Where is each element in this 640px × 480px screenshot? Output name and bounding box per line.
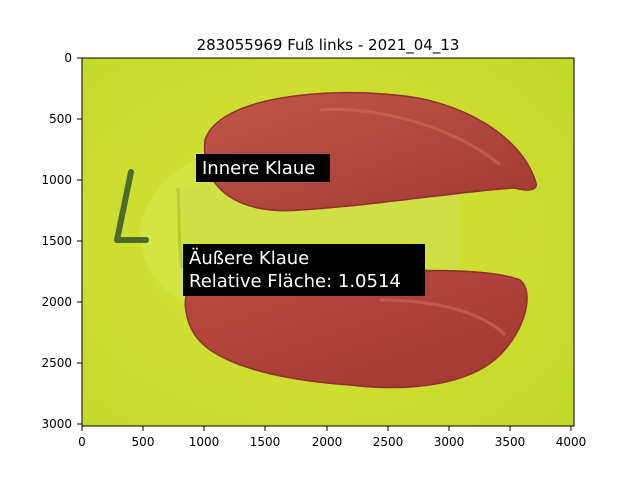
annotation-outer-area: Relative Fläche: 1.0514	[189, 271, 401, 292]
annotation-outer-claw: Äußere Klaue Relative Fläche: 1.0514	[183, 244, 425, 296]
y-tick-label: 3000	[41, 417, 72, 431]
annotation-inner-label: Innere Klaue	[202, 158, 315, 179]
x-tick-label: 3000	[434, 435, 465, 449]
x-tick-label: 2500	[373, 435, 404, 449]
y-tick-label: 500	[49, 112, 72, 126]
figure-title: 283055969 Fuß links - 2021_04_13	[197, 36, 460, 55]
pad-seam	[176, 187, 184, 269]
stick-mark	[114, 169, 149, 243]
y-tick-label: 1000	[41, 173, 72, 187]
x-tick-label: 1500	[250, 435, 281, 449]
x-tick-label: 0	[78, 435, 86, 449]
axes-frame	[81, 57, 575, 427]
y-tick-label: 2000	[41, 295, 72, 309]
outer-claw-highlight	[379, 298, 507, 337]
x-axis: 0 500 1000 1500 2000 2500 3000 3500 4000	[78, 426, 586, 449]
y-tick-label: 0	[64, 51, 72, 65]
x-tick-label: 2000	[312, 435, 343, 449]
x-tick-label: 1000	[189, 435, 220, 449]
annotation-inner-claw: Innere Klaue	[196, 154, 330, 182]
x-tick-label: 4000	[556, 435, 587, 449]
x-tick-label: 3500	[495, 435, 526, 449]
photo	[82, 58, 574, 426]
y-tick-label: 2500	[41, 356, 72, 370]
x-tick-label: 500	[132, 435, 155, 449]
annotation-outer-label: Äußere Klaue	[189, 248, 309, 269]
y-tick-label: 1500	[41, 234, 72, 248]
y-axis: 0 500 1000 1500 2000 2500 3000	[41, 51, 82, 431]
inner-claw-highlight	[319, 107, 501, 167]
